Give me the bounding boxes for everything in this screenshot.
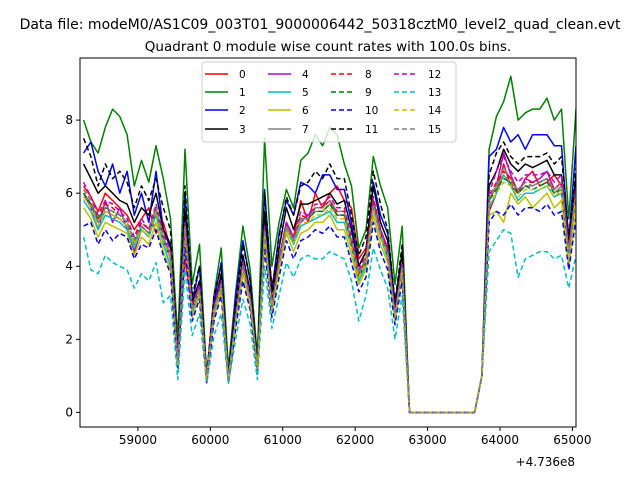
legend-label-6: 6 bbox=[302, 105, 309, 117]
x-tick-label: 64000 bbox=[481, 433, 519, 447]
y-tick-label: 0 bbox=[65, 405, 73, 419]
legend-label-1: 1 bbox=[239, 87, 246, 99]
series-line-3 bbox=[82, 148, 576, 414]
x-tick-label: 61000 bbox=[264, 433, 302, 447]
x-tick-label: 62000 bbox=[336, 433, 374, 447]
x-tick-label: 59000 bbox=[119, 433, 157, 447]
legend-label-13: 13 bbox=[428, 87, 441, 99]
legend-label-15: 15 bbox=[428, 124, 441, 136]
x-tick-label: 63000 bbox=[408, 433, 446, 447]
legend-label-2: 2 bbox=[239, 105, 246, 117]
y-tick-label: 8 bbox=[65, 113, 73, 127]
plot-area: 59000 60000 61000 62000 63000 64000 65000 0 2 4 6 8 bbox=[65, 57, 591, 447]
legend-label-3: 3 bbox=[239, 124, 246, 136]
y-tick-label: 6 bbox=[65, 186, 73, 200]
legend-label-7: 7 bbox=[302, 124, 309, 136]
legend-frame bbox=[201, 61, 457, 143]
legend-label-11: 11 bbox=[365, 124, 378, 136]
series-line-15 bbox=[82, 174, 576, 414]
legend-label-9: 9 bbox=[365, 87, 372, 99]
legend-label-0: 0 bbox=[239, 69, 246, 81]
series-line-14 bbox=[82, 181, 576, 414]
x-tick-label: 65000 bbox=[553, 433, 591, 447]
x-axis-offset-label: +4.736e8 bbox=[516, 455, 575, 469]
axes-frame bbox=[79, 57, 577, 428]
series-line-6 bbox=[82, 192, 576, 414]
chart-title: Quadrant 0 module wise count rates with … bbox=[145, 39, 511, 55]
legend-label-5: 5 bbox=[302, 87, 309, 99]
series-line-11 bbox=[82, 138, 576, 414]
x-tick-label: 60000 bbox=[191, 433, 229, 447]
legend-label-12: 12 bbox=[428, 69, 441, 81]
y-tick-label: 4 bbox=[65, 259, 73, 273]
series-line-13 bbox=[82, 228, 576, 414]
series-line-12 bbox=[82, 155, 576, 414]
legend-label-10: 10 bbox=[365, 105, 378, 117]
series-line-10 bbox=[83, 203, 576, 414]
legend-label-8: 8 bbox=[365, 69, 372, 81]
figure-suptitle: Data file: modeM0/AS1C09_003T01_90000064… bbox=[20, 17, 621, 33]
y-tick-label: 2 bbox=[65, 332, 73, 346]
legend-label-14: 14 bbox=[428, 105, 442, 117]
legend-label-4: 4 bbox=[302, 69, 309, 81]
